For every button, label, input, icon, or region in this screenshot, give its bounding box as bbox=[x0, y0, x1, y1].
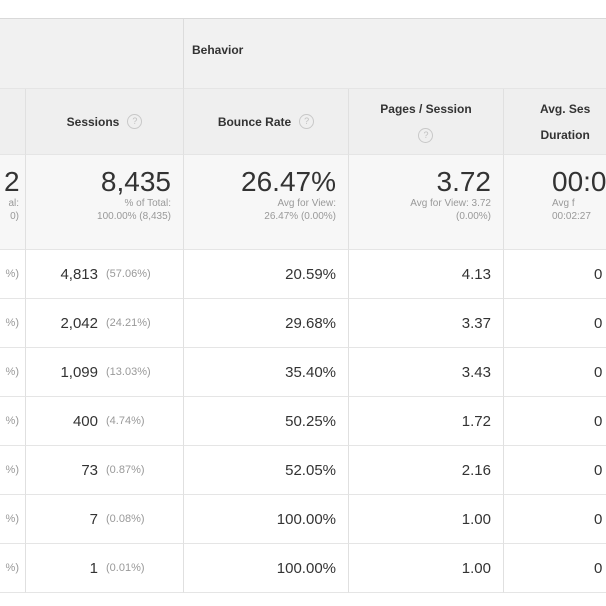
total-duration-sub1: Avg f bbox=[552, 198, 575, 209]
column-header-bounce-rate[interactable]: Bounce Rate ? bbox=[184, 89, 349, 155]
column-header-truncated bbox=[0, 89, 26, 155]
cell-truncated: %) bbox=[0, 348, 26, 397]
sessions-value: 1 bbox=[89, 559, 98, 577]
cell-truncated: %) bbox=[0, 250, 26, 299]
sessions-value: 4,813 bbox=[60, 265, 98, 283]
sessions-percent: (0.01%) bbox=[106, 562, 145, 574]
cell-pages-session: 1.00 bbox=[349, 495, 504, 544]
sessions-value: 73 bbox=[81, 461, 98, 479]
sessions-value: 7 bbox=[89, 510, 98, 528]
total-truncated-sub1: al: bbox=[8, 198, 19, 209]
table-row: %) 1,099 (13.03%) 35.40% 3.43 0 bbox=[0, 348, 606, 397]
sessions-value: 1,099 bbox=[60, 363, 98, 381]
cell-bounce-rate: 52.05% bbox=[184, 446, 349, 495]
help-icon[interactable]: ? bbox=[299, 114, 315, 129]
table-row: %) 1 (0.01%) 100.00% 1.00 0 bbox=[0, 544, 606, 593]
total-bounce-sub1: Avg for View: bbox=[277, 198, 336, 209]
table-row: %) 7 (0.08%) 100.00% 1.00 0 bbox=[0, 495, 606, 544]
column-header-avg-session-label-line1[interactable]: Avg. Ses bbox=[540, 101, 591, 116]
total-pages-sub1: Avg for View: 3.72 bbox=[410, 198, 491, 209]
total-pages-value: 3.72 bbox=[436, 166, 492, 197]
sessions-value: 2,042 bbox=[60, 314, 98, 332]
sessions-percent: (24.21%) bbox=[106, 317, 151, 329]
group-header-row: Behavior bbox=[0, 19, 606, 89]
cell-sessions: 7 (0.08%) bbox=[26, 495, 184, 544]
column-header-avg-session-duration[interactable]: Avg. Ses Duration bbox=[504, 89, 606, 155]
column-header-sessions[interactable]: Sessions ? bbox=[26, 89, 184, 155]
total-sessions-sub1: % of Total: bbox=[124, 198, 171, 209]
total-sessions: 8,435 % of Total: 100.00% (8,435) bbox=[26, 155, 184, 250]
column-header-sessions-label[interactable]: Sessions bbox=[66, 114, 120, 129]
cell-avg-duration: 0 bbox=[504, 299, 606, 348]
cell-sessions: 1,099 (13.03%) bbox=[26, 348, 184, 397]
cell-bounce-rate: 29.68% bbox=[184, 299, 349, 348]
column-header-pages-session-label[interactable]: Pages / Session bbox=[380, 101, 472, 116]
total-pages-session: 3.72 Avg for View: 3.72 (0.00%) bbox=[349, 155, 504, 250]
cell-bounce-rate: 100.00% bbox=[184, 544, 349, 593]
total-bounce-rate: 26.47% Avg for View: 26.47% (0.00%) bbox=[184, 155, 349, 250]
column-header-pages-session[interactable]: Pages / Session ? bbox=[349, 89, 504, 155]
cell-truncated: %) bbox=[0, 446, 26, 495]
total-bounce-value: 26.47% bbox=[241, 166, 336, 197]
cell-pages-session: 1.00 bbox=[349, 544, 504, 593]
help-icon[interactable]: ? bbox=[418, 127, 434, 143]
total-duration-sub2: 00:02:27 bbox=[552, 211, 591, 222]
sessions-percent: (13.03%) bbox=[106, 366, 151, 378]
column-header-bounce-rate-label[interactable]: Bounce Rate bbox=[217, 114, 292, 129]
help-icon[interactable]: ? bbox=[127, 114, 143, 129]
sessions-percent: (57.06%) bbox=[106, 268, 151, 280]
cell-sessions: 73 (0.87%) bbox=[26, 446, 184, 495]
cell-pages-session: 1.72 bbox=[349, 397, 504, 446]
total-truncated: 2 al: 0) bbox=[0, 155, 26, 250]
cell-pages-session: 3.43 bbox=[349, 348, 504, 397]
cell-truncated: %) bbox=[0, 544, 26, 593]
cell-bounce-rate: 50.25% bbox=[184, 397, 349, 446]
column-header-row: Sessions ? Bounce Rate ? Pages / Session… bbox=[0, 89, 606, 155]
totals-row: 2 al: 0) 8,435 % of Total: 100.00% (8,43… bbox=[0, 155, 606, 250]
total-truncated-value: 2 bbox=[4, 166, 20, 197]
cell-avg-duration: 0 bbox=[504, 250, 606, 299]
cell-sessions: 400 (4.74%) bbox=[26, 397, 184, 446]
sessions-percent: (4.74%) bbox=[106, 415, 145, 427]
cell-sessions: 4,813 (57.06%) bbox=[26, 250, 184, 299]
cell-truncated: %) bbox=[0, 397, 26, 446]
cell-truncated: %) bbox=[0, 299, 26, 348]
total-bounce-sub2: 26.47% (0.00%) bbox=[264, 211, 336, 222]
cell-avg-duration: 0 bbox=[504, 544, 606, 593]
column-header-avg-session-label-line2[interactable]: Duration bbox=[540, 127, 590, 142]
total-sessions-sub2: 100.00% (8,435) bbox=[97, 211, 171, 222]
total-avg-duration: 00:0 Avg f 00:02:27 bbox=[504, 155, 606, 250]
cell-bounce-rate: 100.00% bbox=[184, 495, 349, 544]
cell-bounce-rate: 20.59% bbox=[184, 250, 349, 299]
cell-avg-duration: 0 bbox=[504, 495, 606, 544]
cell-bounce-rate: 35.40% bbox=[184, 348, 349, 397]
table-row: %) 4,813 (57.06%) 20.59% 4.13 0 bbox=[0, 250, 606, 299]
cell-sessions: 2,042 (24.21%) bbox=[26, 299, 184, 348]
analytics-table: Behavior Sessions ? Bounce Rate ? Pages … bbox=[0, 18, 606, 593]
table-row: %) 400 (4.74%) 50.25% 1.72 0 bbox=[0, 397, 606, 446]
total-sessions-value: 8,435 bbox=[100, 166, 171, 197]
cell-pages-session: 2.16 bbox=[349, 446, 504, 495]
total-truncated-sub2: 0) bbox=[10, 211, 19, 222]
sessions-value: 400 bbox=[72, 412, 98, 430]
total-pages-sub2: (0.00%) bbox=[455, 211, 491, 222]
cell-avg-duration: 0 bbox=[504, 348, 606, 397]
group-header-behavior: Behavior bbox=[184, 19, 606, 89]
cell-avg-duration: 0 bbox=[504, 446, 606, 495]
cell-sessions: 1 (0.01%) bbox=[26, 544, 184, 593]
cell-pages-session: 4.13 bbox=[349, 250, 504, 299]
total-duration-value: 00:0 bbox=[552, 166, 606, 197]
cell-avg-duration: 0 bbox=[504, 397, 606, 446]
sessions-percent: (0.08%) bbox=[106, 513, 145, 525]
table-row: %) 2,042 (24.21%) 29.68% 3.37 0 bbox=[0, 299, 606, 348]
table-row: %) 73 (0.87%) 52.05% 2.16 0 bbox=[0, 446, 606, 495]
cell-pages-session: 3.37 bbox=[349, 299, 504, 348]
sessions-percent: (0.87%) bbox=[106, 464, 145, 476]
cell-truncated: %) bbox=[0, 495, 26, 544]
group-header-acquisition bbox=[0, 19, 184, 89]
